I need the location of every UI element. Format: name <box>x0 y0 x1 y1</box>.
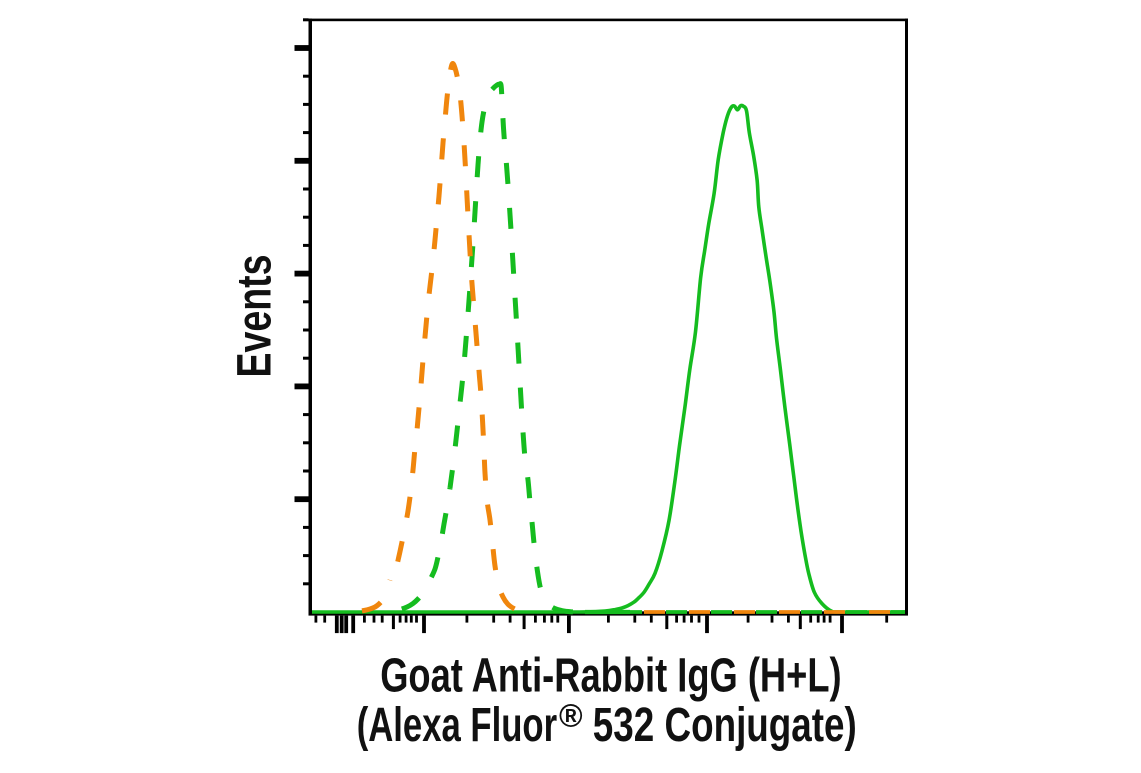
svg-text:(Alexa Fluor: (Alexa Fluor <box>357 699 557 752</box>
svg-text:532 Conjugate): 532 Conjugate) <box>593 699 857 752</box>
svg-text:Events: Events <box>228 255 281 378</box>
svg-text:®: ® <box>559 698 583 734</box>
svg-text:Goat Anti-Rabbit IgG (H+L): Goat Anti-Rabbit IgG (H+L) <box>380 650 841 703</box>
